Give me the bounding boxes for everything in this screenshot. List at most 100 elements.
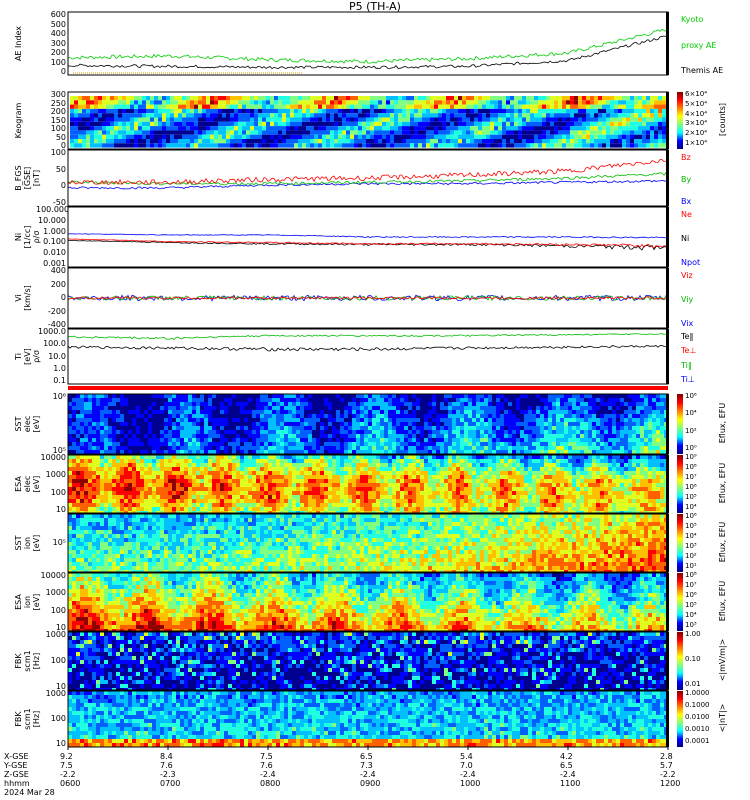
keogram-cell — [598, 121, 602, 127]
keogram-cell — [518, 126, 522, 131]
sst-elec-cell — [544, 450, 548, 454]
sst-elec-cell — [260, 398, 264, 402]
sst-elec-cell — [248, 398, 252, 402]
sst-elec-cell — [132, 422, 136, 426]
keogram-cell — [98, 104, 102, 109]
keogram-cell — [234, 108, 238, 114]
esa-elec-cell — [124, 487, 128, 491]
esa-elec-cell — [208, 487, 212, 491]
sst-elec-cell — [564, 394, 568, 398]
sst-elec-cell — [308, 394, 312, 398]
sst-elec-cell — [312, 442, 316, 446]
keogram-cell — [630, 121, 634, 127]
keogram-cell — [662, 126, 666, 131]
keogram-cell — [522, 117, 526, 122]
keogram-cell — [126, 117, 130, 122]
keogram-cell — [278, 143, 282, 148]
sst-elec-cell — [152, 410, 156, 414]
esa-elec-cell — [228, 467, 232, 471]
sst-elec-cell — [144, 406, 148, 410]
keogram-cell — [566, 134, 570, 139]
sst-elec-cell — [372, 406, 376, 410]
sst-elec-cell — [256, 402, 260, 406]
sst-elec-cell — [72, 398, 76, 402]
keogram-cell — [434, 108, 438, 114]
sst-elec-cell — [308, 402, 312, 406]
sst-elec-cell — [300, 418, 304, 422]
keogram-cell — [370, 134, 374, 139]
esa-elec-cell — [120, 487, 124, 491]
keogram-cell — [538, 126, 542, 131]
keogram-cell — [282, 130, 286, 135]
sst-elec-cell — [352, 406, 356, 410]
keogram-cell — [370, 139, 374, 144]
sst-elec-cell — [376, 418, 380, 422]
sst-elec-cell — [576, 422, 580, 426]
keogram-cell — [130, 108, 134, 114]
keogram-cell — [386, 117, 390, 122]
sst-elec-cell — [524, 426, 528, 430]
esa-elec-cell — [144, 459, 148, 463]
keogram-cell — [250, 139, 254, 144]
sst-elec-cell — [420, 406, 424, 410]
esa-elec-cell — [176, 459, 180, 463]
sst-elec-cell — [640, 402, 644, 406]
keogram-cell — [282, 143, 286, 148]
esa-elec-cell — [152, 467, 156, 471]
keogram-cell — [486, 96, 490, 101]
keogram-cell — [390, 104, 394, 109]
sst-elec-cell — [428, 402, 432, 406]
sst-elec-cell — [288, 398, 292, 402]
keogram-cell — [374, 113, 378, 118]
keogram-cell — [554, 104, 558, 109]
sst-elec-cell — [120, 410, 124, 414]
keogram-cell — [294, 104, 298, 109]
keogram-cell — [554, 117, 558, 122]
sst-elec-cell — [256, 418, 260, 422]
keogram-cell — [274, 121, 278, 127]
sst-elec-cell — [344, 442, 348, 446]
keogram-cell — [418, 121, 422, 127]
sst-elec-cell — [280, 438, 284, 442]
sst-elec-cell — [436, 410, 440, 414]
sst-elec-cell — [284, 414, 288, 418]
keogram-cell — [202, 104, 206, 109]
keogram-cell — [278, 126, 282, 131]
esa-elec-cell — [140, 479, 144, 483]
sst-elec-cell — [528, 434, 532, 438]
keogram-cell — [150, 104, 154, 109]
sst-elec-cell — [124, 430, 128, 434]
sst-elec-cell — [328, 422, 332, 426]
keogram-cell — [322, 113, 326, 118]
esa-elec-cell — [128, 503, 132, 507]
sst-elec-cell — [420, 414, 424, 418]
sst-elec-cell — [284, 438, 288, 442]
sst-elec-cell — [560, 446, 564, 450]
colorbar-tick: 10¹ — [685, 562, 697, 570]
esa-elec-cell — [104, 487, 108, 491]
sst-elec-cell — [452, 442, 456, 446]
sst-elec-cell — [148, 442, 152, 446]
sst-elec-cell — [76, 442, 80, 446]
keogram-cell — [262, 113, 266, 118]
sst-elec-cell — [432, 450, 436, 454]
keogram-cell — [330, 108, 334, 114]
sst-elec-cell — [144, 438, 148, 442]
esa-elec-cell — [208, 495, 212, 499]
sst-elec-cell — [388, 426, 392, 430]
esa-elec-cell — [208, 467, 212, 471]
sst-elec-cell — [156, 442, 160, 446]
keogram-cell — [582, 121, 586, 127]
sst-elec-cell — [500, 418, 504, 422]
keogram-cell — [94, 96, 98, 101]
sst-elec-cell — [160, 422, 164, 426]
sst-elec-cell — [476, 450, 480, 454]
sst-elec-cell — [268, 426, 272, 430]
keogram-cell — [302, 126, 306, 131]
esa-elec-cell — [180, 507, 184, 511]
keogram-cell — [86, 121, 90, 127]
sst-elec-cell — [352, 426, 356, 430]
sst-elec-cell — [212, 442, 216, 446]
sst-elec-cell — [244, 414, 248, 418]
sst-elec-cell — [360, 446, 364, 450]
